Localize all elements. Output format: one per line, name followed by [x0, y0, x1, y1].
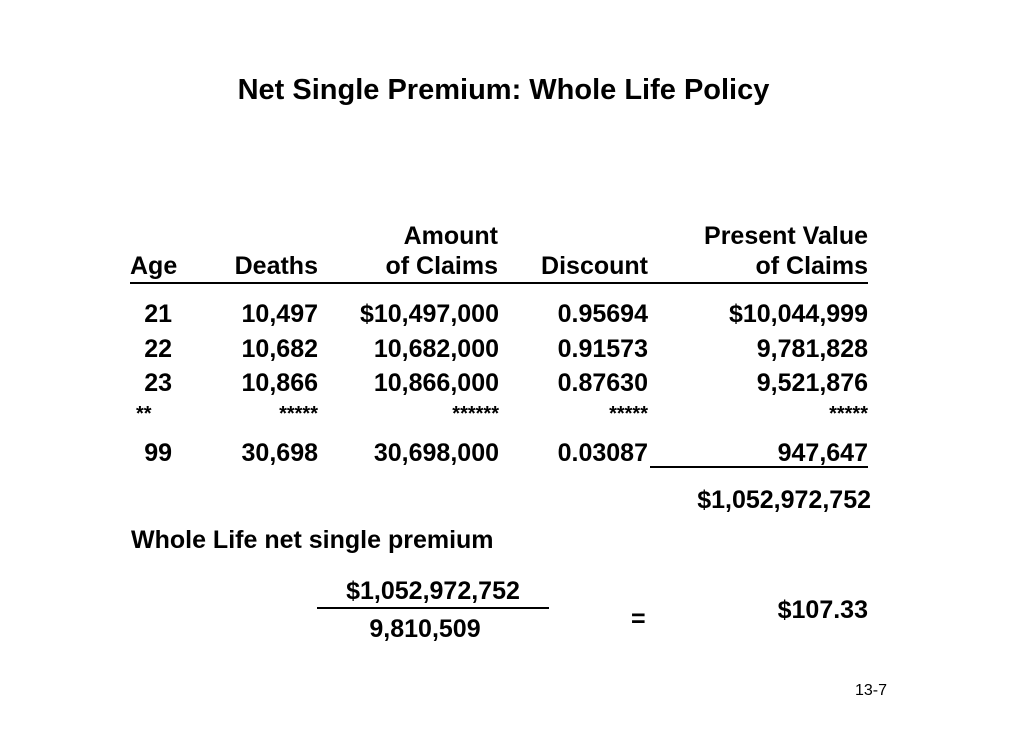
header-deaths: Deaths	[234, 252, 318, 280]
row-amount: 10,682,000	[373, 335, 499, 363]
row-deaths: 10,497	[241, 300, 318, 328]
header-amount-top: Amount	[403, 222, 498, 250]
row-present-value: 9,781,828	[756, 335, 868, 363]
row-present-value: 9,521,876	[756, 369, 868, 397]
row-age: 23	[144, 369, 172, 397]
row-age: 99	[144, 439, 172, 467]
page-title: Net Single Premium: Whole Life Policy	[237, 74, 770, 106]
row-deaths: 10,682	[241, 335, 318, 363]
row-amount-ellipsis: ******	[452, 403, 499, 425]
row-present-value: 947,647	[777, 439, 868, 467]
row-discount: 0.95694	[557, 300, 648, 328]
header-amount-bottom: of Claims	[385, 252, 498, 280]
row-discount-ellipsis: *****	[609, 403, 648, 425]
row-age-ellipsis: **	[136, 403, 152, 425]
premium-result: $107.33	[777, 596, 868, 624]
row-discount: 0.91573	[557, 335, 648, 363]
row-deaths: 30,698	[241, 439, 318, 467]
premium-denominator: 9,810,509	[369, 615, 481, 643]
row-amount: 30,698,000	[373, 439, 499, 467]
page-number: 13-7	[855, 682, 888, 699]
row-amount: 10,866,000	[373, 369, 499, 397]
row-deaths-ellipsis: *****	[279, 403, 318, 425]
row-amount: $10,497,000	[359, 300, 499, 328]
premium-label: Whole Life net single premium	[131, 526, 494, 554]
sum-underline	[650, 466, 868, 468]
equals-sign: =	[631, 605, 646, 633]
row-present-value: $10,044,999	[728, 300, 868, 328]
header-age: Age	[130, 252, 178, 280]
header-rule	[130, 282, 868, 284]
row-deaths: 10,866	[241, 369, 318, 397]
row-discount: 0.87630	[557, 369, 648, 397]
premium-numerator: $1,052,972,752	[346, 577, 520, 605]
header-pv-bottom: of Claims	[755, 252, 868, 280]
header-pv-top: Present Value	[704, 222, 868, 250]
header-discount: Discount	[541, 252, 648, 280]
row-age: 22	[144, 335, 172, 363]
fraction-bar	[317, 607, 549, 609]
present-value-total: $1,052,972,752	[697, 486, 871, 514]
row-age: 21	[144, 300, 172, 328]
row-discount: 0.03087	[557, 439, 648, 467]
row-present-value-ellipsis: *****	[829, 403, 868, 425]
